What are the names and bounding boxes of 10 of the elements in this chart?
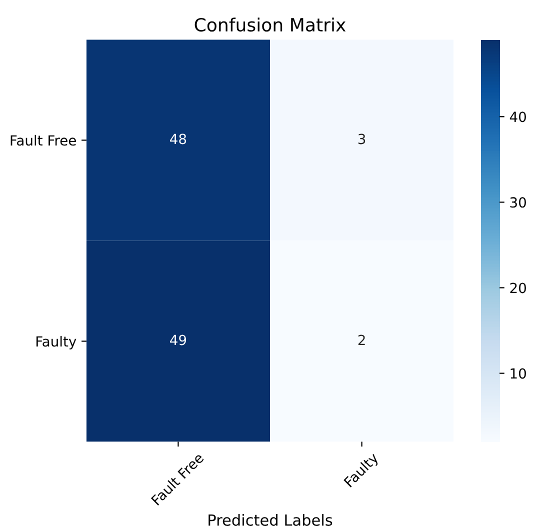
chart-title: Confusion Matrix <box>194 18 346 32</box>
data-label: 2 <box>358 334 365 346</box>
data-label: 49 <box>170 334 186 346</box>
color-bar-label: 10 <box>510 368 526 379</box>
color-bar-label: 40 <box>510 112 526 122</box>
data-label: 3 <box>358 134 366 144</box>
data-label: 48 <box>170 134 186 144</box>
color-bar-label: 20 <box>510 282 526 294</box>
x-axis-title: Predicted Labels <box>208 514 332 526</box>
color-bar-label: 30 <box>510 197 526 208</box>
